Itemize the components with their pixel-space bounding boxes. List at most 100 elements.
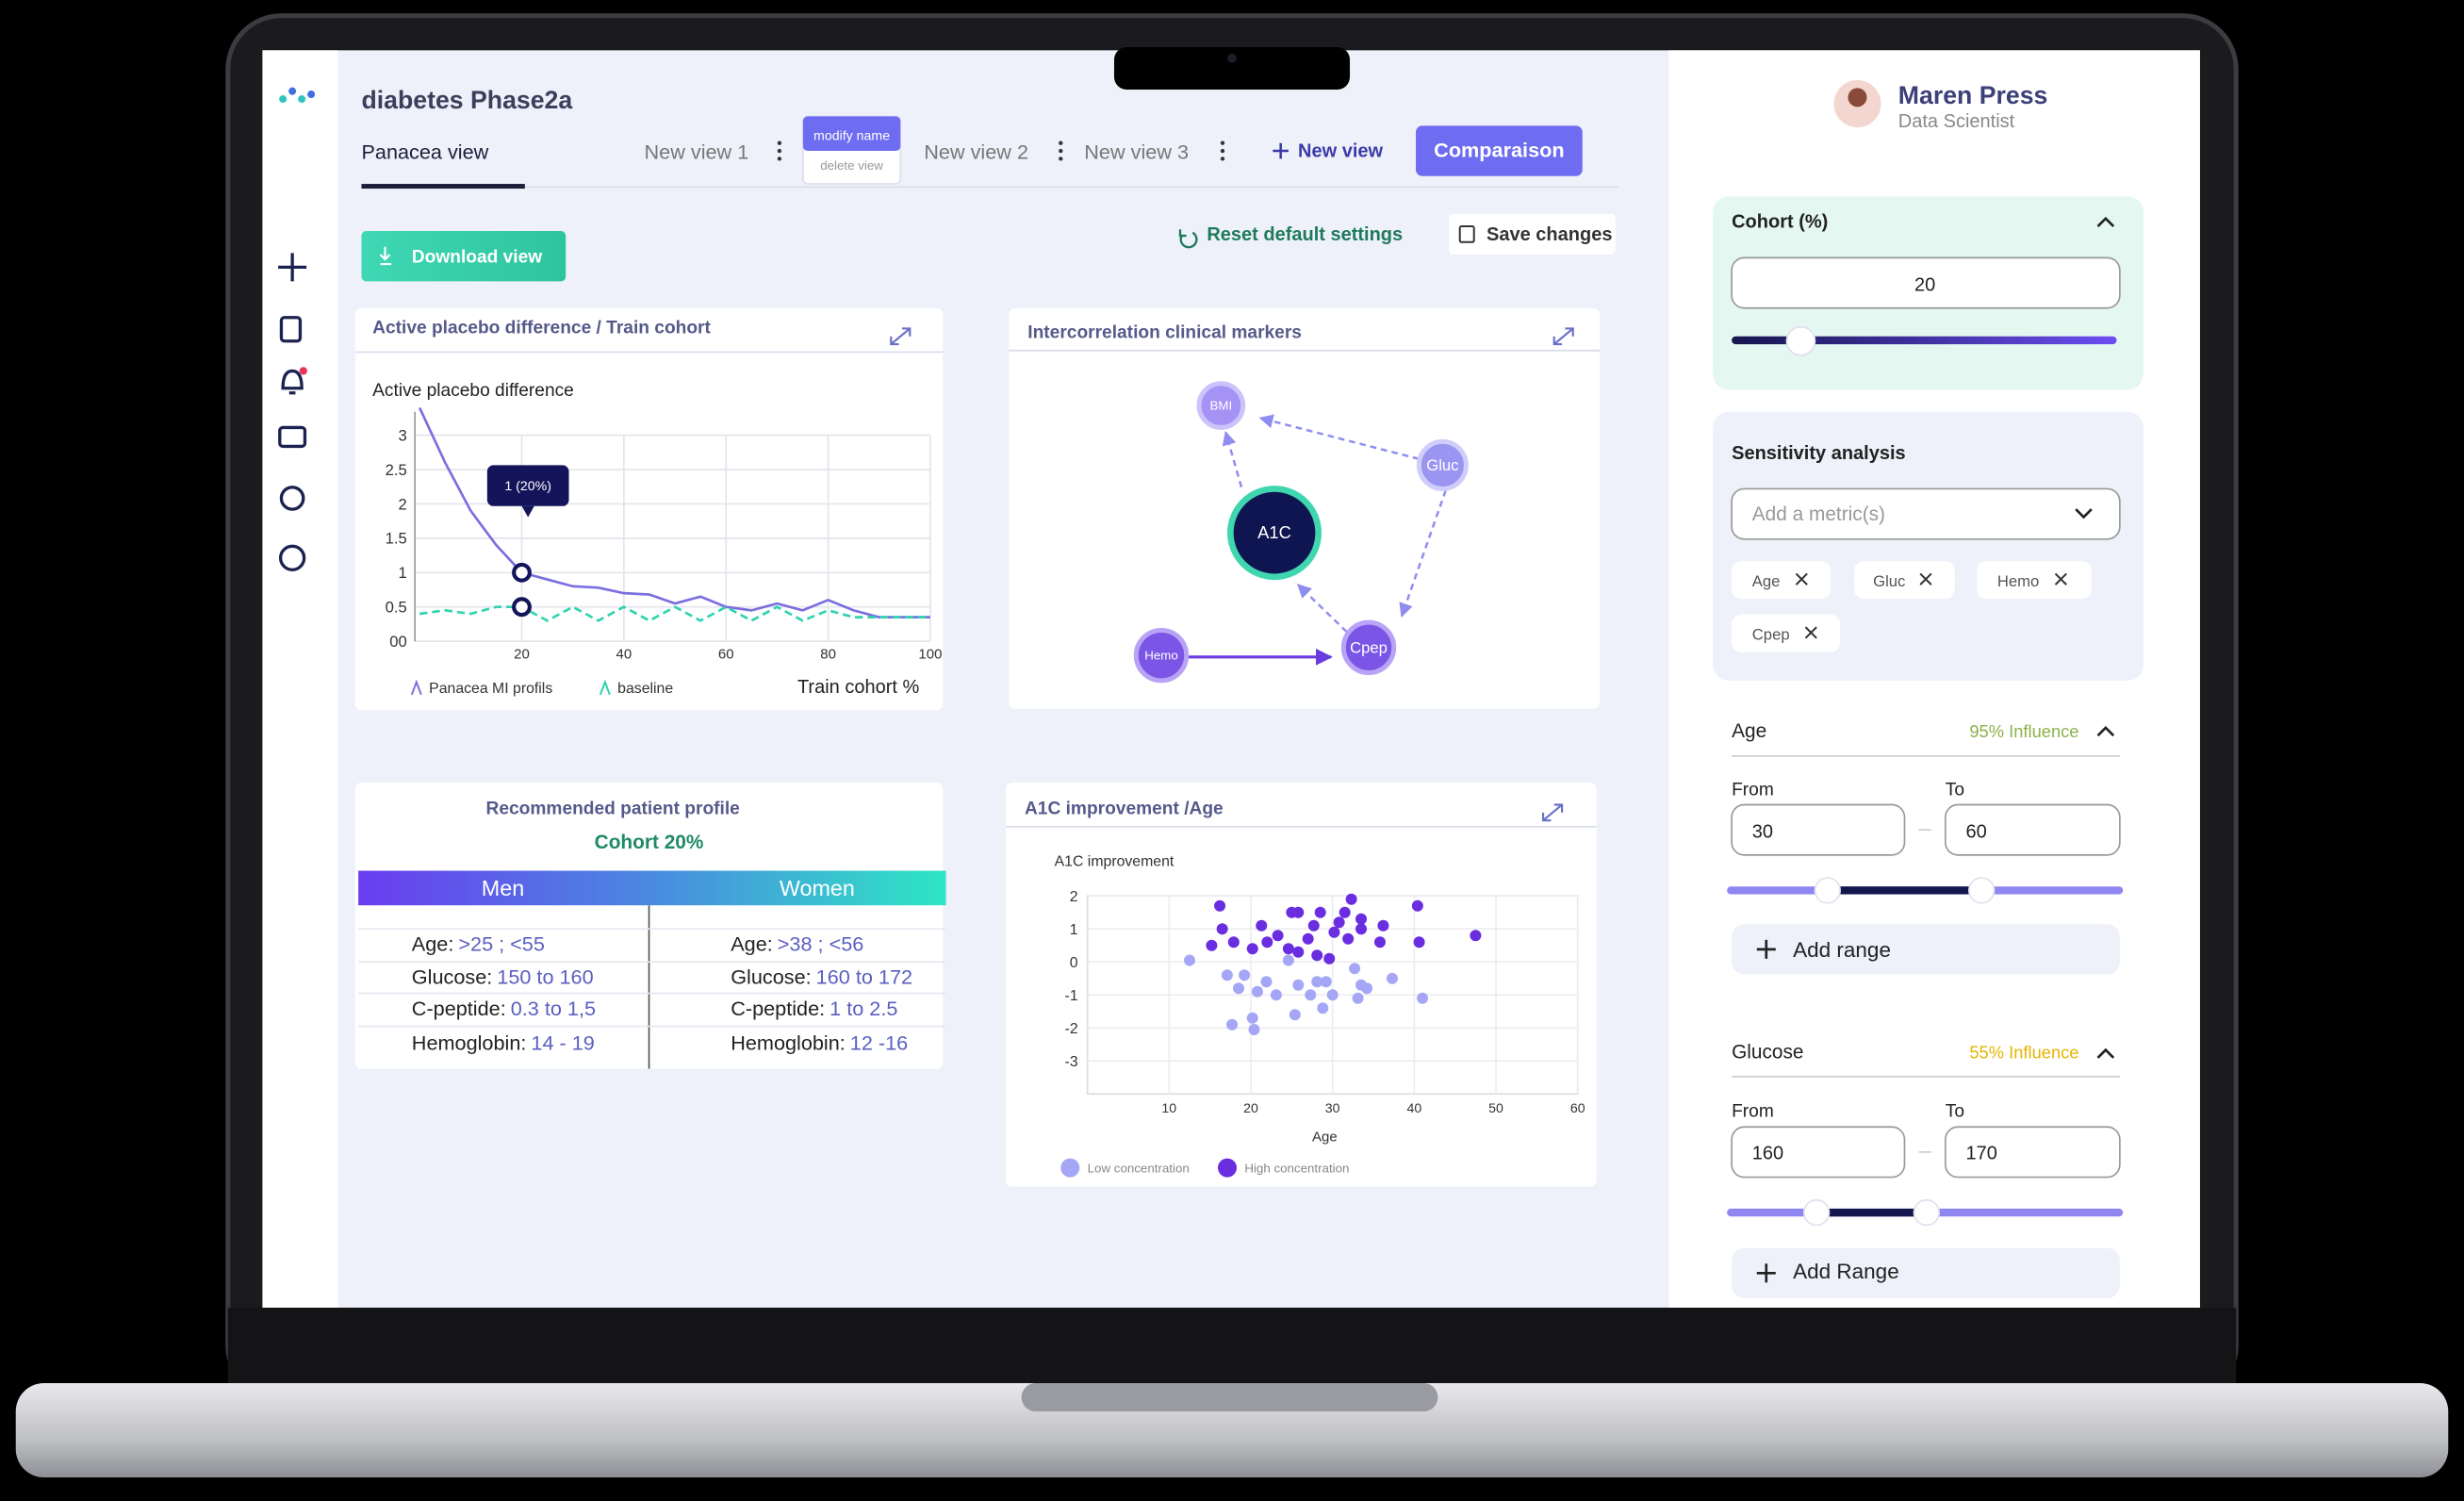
from-input[interactable] [1731,1126,1906,1179]
profile-icon[interactable] [278,544,306,571]
to-input[interactable] [1944,803,2121,856]
scatter-point [1349,963,1361,975]
table-cell: C-peptide: 0.3 to 1,5 [412,997,596,1020]
new-view-button[interactable]: New view [1298,141,1383,162]
network-edges [1222,414,1447,634]
expand-icons[interactable] [890,327,1574,822]
tag-label: Hemo [1997,572,2039,590]
reset-button[interactable]: Reset default settings [1207,224,1403,245]
from-input[interactable] [1731,803,1906,856]
add-range-button[interactable] [1732,924,2120,975]
scatter-point [1314,906,1326,918]
slider-thumb[interactable] [1785,325,1816,356]
scatter-point [1246,1012,1258,1024]
scatter-point [1345,893,1357,905]
network-node[interactable] [1226,486,1322,581]
legend-label: Panacea MI profils [429,681,552,697]
scatter-point [1233,982,1245,995]
legend-icon [410,679,422,696]
tab[interactable]: Panacea view [361,140,488,163]
scatter-point [1328,926,1340,938]
scatter-point [1373,936,1386,948]
cohort-input[interactable] [1731,256,2121,309]
network-node[interactable] [1340,619,1397,675]
cell-value: 150 to 160 [497,965,593,989]
comparison-button[interactable] [1416,125,1583,176]
reset-icon[interactable] [1178,229,1198,249]
network-node[interactable] [1416,438,1469,491]
table-cell: Age: >25 ; <55 [412,932,545,956]
download-button[interactable] [361,231,567,282]
scatter-point [1470,930,1482,942]
table-cell: C-peptide: 1 to 2.5 [731,997,897,1020]
scatter-point [1227,936,1240,948]
to-input[interactable] [1944,1126,2121,1179]
x-tick-label: 30 [1325,1101,1340,1116]
sidebar [262,50,338,1308]
comparison-label: Comparaison [1434,139,1564,162]
y-tick-label: 2 [399,495,407,513]
scatter-point [1282,954,1294,966]
cell-value: 160 to 172 [816,965,912,989]
network-node[interactable] [1133,627,1190,684]
y-tick-label: 2 [1070,889,1078,905]
network-node[interactable] [1196,381,1246,430]
laptop-base [15,1382,2449,1477]
cell-value: 1 to 2.5 [830,997,897,1020]
tag-label: Cpep [1752,625,1790,643]
from-label: From [1732,781,1774,800]
to-label: To [1946,1101,1964,1121]
cell-value: 12 -16 [850,1031,908,1055]
slider-thumb[interactable] [1814,877,1841,904]
scatter-point [1411,899,1423,912]
cell-label: Glucose: [731,965,811,989]
influence: 95% Influence [1969,721,2078,741]
metric-select[interactable] [1731,487,2121,540]
tab[interactable]: New view 2 [924,140,1028,163]
add-range-button[interactable] [1732,1247,2120,1298]
ticket-icon[interactable] [278,425,307,449]
range-title: Age [1732,720,1766,742]
scatter-point [1246,943,1258,955]
menu-item[interactable]: delete view [820,158,883,173]
cohort-slider[interactable] [1732,336,2117,345]
avatar-hair [1848,88,1867,107]
cell-label: Glucose: [412,965,492,989]
y-tick-label: -1 [1065,988,1078,1004]
scatter-point [1216,923,1228,935]
cohort-title: Cohort (%) [1732,212,1828,233]
chevrons[interactable] [2075,216,2115,1059]
menu-item[interactable]: modify name [813,128,890,143]
kebab-icons[interactable] [777,140,1225,161]
scatter-point [1355,923,1368,935]
active-tab-underline [361,184,525,190]
cell-label: Hemoglobin: [412,1031,527,1055]
add-icon[interactable] [278,253,307,282]
tag-remove-icons[interactable] [1795,572,2067,639]
node-label: Cpep [1350,638,1388,656]
scatter-point [1292,906,1305,918]
slider-thumb[interactable] [1913,1198,1940,1227]
range-widgets [1727,755,2124,1298]
tab[interactable]: New view 3 [1084,140,1189,163]
scatter-point [1183,954,1195,966]
menu-item-highlight[interactable] [802,116,901,152]
settings-icon[interactable] [279,486,305,511]
tags[interactable] [1732,561,2092,652]
slider-thumb[interactable] [1802,1198,1831,1227]
sidebar-icons[interactable] [278,253,307,571]
x-tick-label: 60 [1570,1101,1585,1116]
scatter-point [1352,992,1364,1004]
slider-thumb[interactable] [1967,877,1996,904]
scatter-point [1226,1018,1239,1031]
y-tick-label: 1 [1070,922,1078,938]
clipboard-icon[interactable] [279,316,303,343]
laptop-chin [227,1307,2237,1383]
point-marker [512,597,532,618]
tab[interactable]: New view 1 [645,140,749,163]
bell-icon[interactable] [281,369,304,395]
save-button[interactable] [1449,213,1616,256]
scatter-point [1339,906,1351,918]
line-series [419,605,930,622]
tag-label: Age [1752,572,1781,590]
